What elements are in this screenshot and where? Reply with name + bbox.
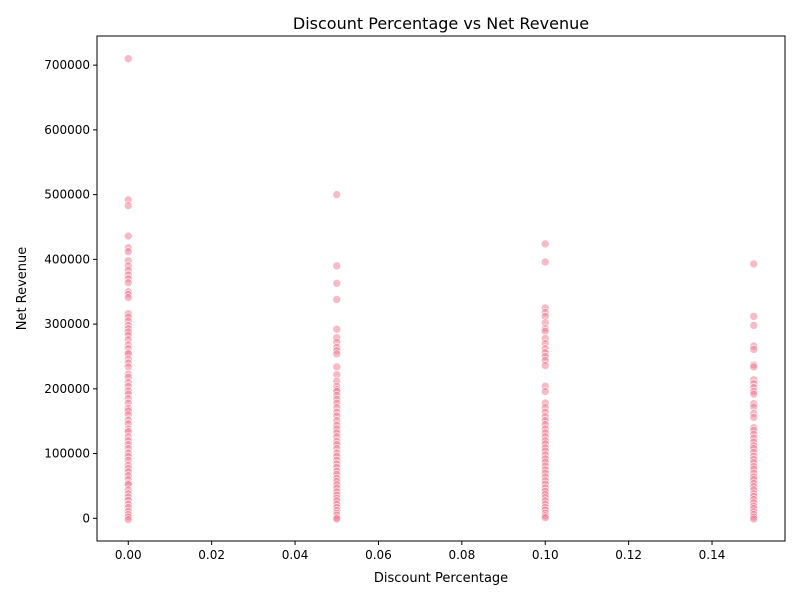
data-point — [123, 278, 133, 287]
chart-title: Discount Percentage vs Net Revenue — [293, 14, 589, 33]
data-point — [332, 279, 342, 288]
data-point — [749, 259, 759, 269]
y-tick-label: 700000 — [44, 58, 90, 72]
data-point — [332, 362, 342, 372]
y-tick-label: 200000 — [44, 382, 90, 396]
data-point — [749, 312, 759, 321]
data-point — [749, 389, 759, 399]
data-point — [540, 326, 550, 336]
x-tick-label: 0.08 — [448, 548, 475, 562]
plot-frame — [96, 35, 786, 542]
y-tick-label: 600000 — [44, 123, 90, 137]
data-point — [332, 324, 342, 334]
data-point — [123, 54, 133, 63]
data-point — [540, 361, 550, 370]
x-tick-label: 0.04 — [282, 548, 309, 562]
data-point — [332, 261, 342, 271]
x-tick-label: 0.14 — [699, 548, 726, 562]
data-point — [540, 513, 550, 522]
data-point — [123, 231, 133, 241]
data-point — [123, 515, 133, 524]
x-tick-label: 0.02 — [198, 548, 225, 562]
x-tick-label: 0.12 — [615, 548, 642, 562]
y-tick-label: 500000 — [44, 188, 90, 202]
x-tick-label: 0.10 — [532, 548, 559, 562]
data-point — [123, 201, 133, 210]
y-tick-label: 300000 — [44, 317, 90, 331]
y-axis-label: Net Revenue — [15, 247, 30, 331]
data-point — [332, 190, 342, 199]
x-tick-label: 0.00 — [115, 548, 142, 562]
data-point — [123, 293, 133, 302]
y-axis: 0 100000 200000 300000 400000 500000 600000 700… — [44, 58, 97, 525]
data-point — [540, 387, 550, 396]
points-layer — [123, 54, 759, 524]
data-point — [749, 321, 759, 330]
data-point — [540, 239, 550, 249]
data-point — [332, 295, 342, 304]
y-tick-label: 400000 — [44, 252, 90, 266]
x-axis-label: Discount Percentage — [374, 571, 508, 586]
x-axis: 0.00 0.02 0.04 0.06 0.08 0.10 0.12 0.14 — [115, 541, 725, 562]
data-point — [540, 257, 550, 267]
data-point — [332, 514, 342, 524]
data-point — [332, 349, 342, 359]
data-point — [749, 362, 759, 372]
y-tick-label: 0 — [82, 511, 90, 525]
data-point — [749, 345, 759, 354]
y-tick-label: 100000 — [44, 447, 90, 461]
data-point — [123, 362, 133, 372]
data-point — [749, 413, 759, 422]
data-point — [123, 247, 133, 256]
data-point — [749, 514, 759, 524]
x-tick-label: 0.06 — [365, 548, 392, 562]
